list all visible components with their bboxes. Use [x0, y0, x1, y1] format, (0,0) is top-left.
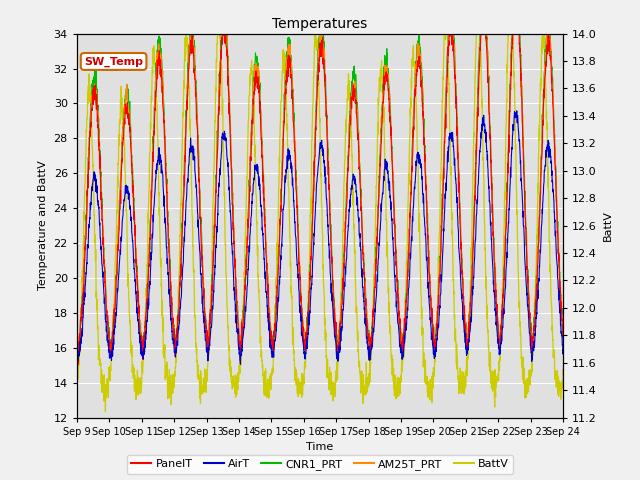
- Y-axis label: Temperature and BattV: Temperature and BattV: [38, 161, 48, 290]
- X-axis label: Time: Time: [307, 442, 333, 452]
- Title: Temperatures: Temperatures: [273, 17, 367, 31]
- Text: SW_Temp: SW_Temp: [84, 56, 143, 67]
- Legend: PanelT, AirT, CNR1_PRT, AM25T_PRT, BattV: PanelT, AirT, CNR1_PRT, AM25T_PRT, BattV: [127, 455, 513, 474]
- Y-axis label: BattV: BattV: [603, 210, 612, 241]
